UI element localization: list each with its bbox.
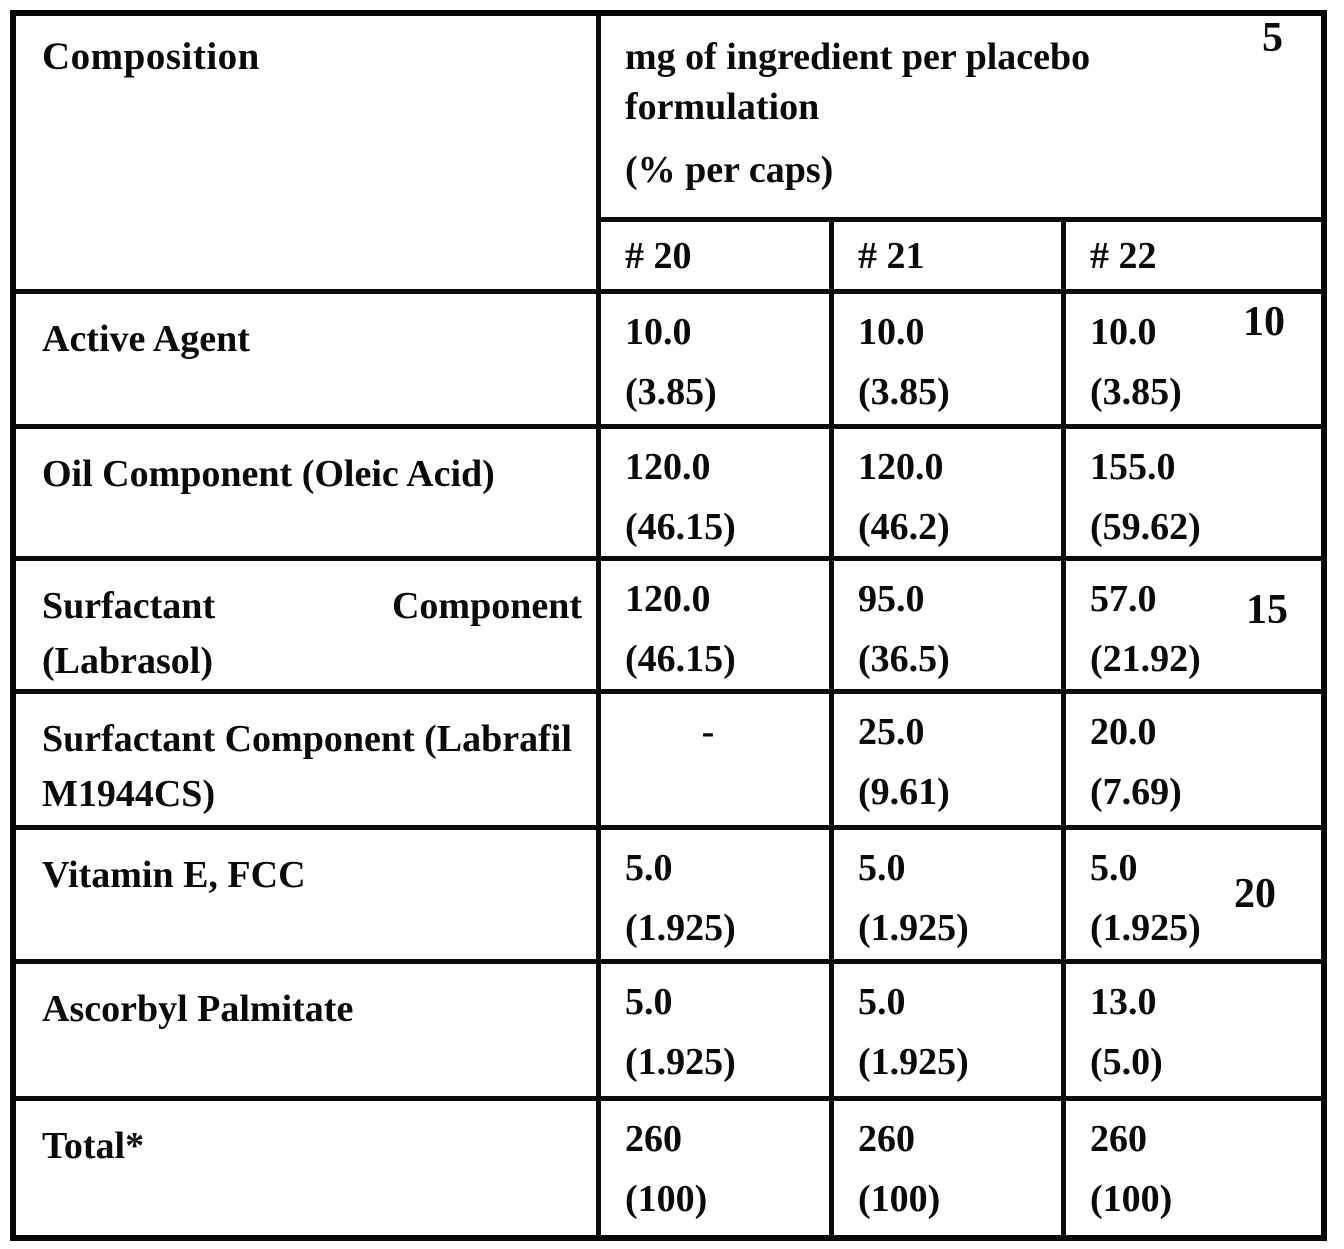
amount-value: - [701,711,715,753]
row-label: Ascorbyl Palmitate [16,964,601,1101]
percent-value: (5.0) [1090,1041,1163,1083]
composition-table: Composition mg of ingredient per placebo… [10,10,1327,1241]
value-header-line2: (% per caps) [625,149,834,192]
patent-line-number: 5 [1262,15,1283,61]
percent-value: (1.925) [858,1041,969,1083]
amount-value: 260 [1090,1118,1147,1160]
percent-value: (46.2) [858,506,950,548]
value-cell: 260 (100) [601,1101,834,1235]
amount-value: 57.0 [1090,578,1157,620]
row-label: Surfactant Component (Labrasol) [16,561,601,694]
amount-value: 155.0 [1090,446,1176,488]
amount-value: 13.0 [1090,981,1157,1023]
composition-header-cell: Composition [16,16,601,294]
percent-value: (46.15) [625,638,736,680]
value-cell: 155.0 (59.62) [1066,429,1321,561]
amount-value: 95.0 [858,578,925,620]
amount-value: 5.0 [858,847,906,889]
amount-value: 10.0 [1090,311,1157,353]
value-cell: 10.0 (3.85) [1066,294,1321,429]
value-cell: 5.0 (1.925) [601,964,834,1101]
percent-value: (21.92) [1090,638,1201,680]
value-cell: 5.0 (1.925) [834,964,1066,1101]
value-cell: 260 (100) [1066,1101,1321,1235]
composition-header-label: Composition [42,35,260,78]
row-label: Vitamin E, FCC [16,830,601,964]
percent-value: (1.925) [1090,907,1201,949]
amount-value: 20.0 [1090,711,1157,753]
value-cell: 10.0 (3.85) [834,294,1066,429]
value-cell: 5.0 (1.925) [601,830,834,964]
patent-line-number: 15 [1246,587,1288,633]
patent-line-number: 20 [1234,871,1276,917]
amount-value: 120.0 [625,578,711,620]
row-label: Oil Component (Oleic Acid) [16,429,601,561]
column-header-22: # 22 [1066,222,1321,294]
percent-value: (36.5) [858,638,950,680]
percent-value: (1.925) [858,907,969,949]
value-cell: 20.0 (7.69) [1066,694,1321,830]
value-cell: 5.0 (1.925) [834,830,1066,964]
value-cell: 120.0 (46.15) [601,429,834,561]
value-header-cell: mg of ingredient per placebo formulation… [601,16,1321,222]
value-cell: 10.0 (3.85) [601,294,834,429]
amount-value: 10.0 [625,311,692,353]
percent-value: (3.85) [858,371,950,413]
value-cell: 57.0 (21.92) [1066,561,1321,694]
row-label: Total* [16,1101,601,1235]
value-cell: 13.0 (5.0) [1066,964,1321,1101]
percent-value: (7.69) [1090,771,1182,813]
amount-value: 120.0 [625,446,711,488]
amount-value: 5.0 [625,981,673,1023]
percent-value: (3.85) [625,371,717,413]
amount-value: 5.0 [625,847,673,889]
value-cell: 120.0 (46.2) [834,429,1066,561]
percent-value: (1.925) [625,1041,736,1083]
value-cell: 120.0 (46.15) [601,561,834,694]
value-cell: 5.0 (1.925) [1066,830,1321,964]
column-header-21: # 21 [834,222,1066,294]
percent-value: (46.15) [625,506,736,548]
amount-value: 5.0 [1090,847,1138,889]
value-cell: - [601,694,834,830]
row-label: Active Agent [16,294,601,429]
row-label-word: Surfactant [42,585,216,627]
patent-line-number: 10 [1243,299,1285,345]
value-cell: 25.0 (9.61) [834,694,1066,830]
percent-value: (100) [1090,1178,1173,1220]
percent-value: (100) [858,1178,941,1220]
amount-value: 10.0 [858,311,925,353]
row-label-line2: (Labrasol) [42,640,213,683]
row-label: Surfactant Component (Labrafil M1944CS) [16,694,601,830]
column-header-20: # 20 [601,222,834,294]
amount-value: 120.0 [858,446,944,488]
amount-value: 25.0 [858,711,925,753]
percent-value: (100) [625,1178,708,1220]
value-cell: 260 (100) [834,1101,1066,1235]
value-header-line1: mg of ingredient per placebo formulation [625,36,1091,129]
amount-value: 5.0 [858,981,906,1023]
percent-value: (3.85) [1090,371,1182,413]
amount-value: 260 [858,1118,915,1160]
percent-value: (1.925) [625,907,736,949]
amount-value: 260 [625,1118,682,1160]
percent-value: (59.62) [1090,506,1201,548]
value-cell: 95.0 (36.5) [834,561,1066,694]
row-label-word: Component [391,585,582,627]
percent-value: (9.61) [858,771,950,813]
